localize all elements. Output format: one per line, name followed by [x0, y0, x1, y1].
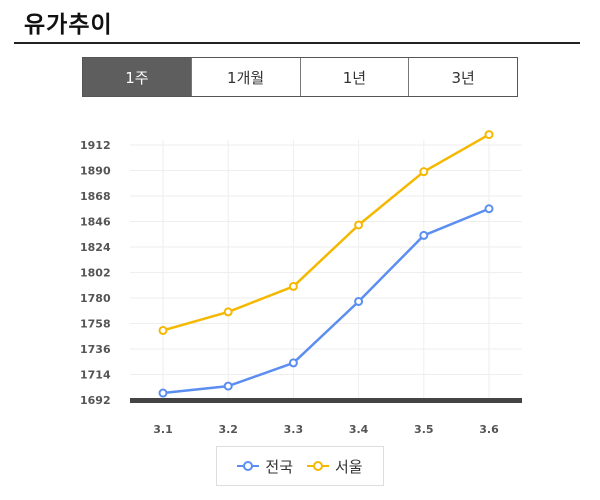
tab-1-month[interactable]: 1개월: [190, 58, 300, 96]
data-point-seoul: [419, 167, 429, 177]
price-trend-chart: 1912 1890 1868 1846 1824 1802 1780 1758 1736 1714…: [80, 130, 522, 436]
y-tick-label: 1802: [80, 267, 111, 280]
legend-item-national[interactable]: 전국: [237, 456, 293, 477]
x-tick-label: 3.6: [479, 423, 499, 436]
period-tab-bar: 1주 1개월 1년 3년: [82, 57, 518, 97]
tab-3-years[interactable]: 3년: [408, 58, 517, 96]
legend-label-national: 전국: [265, 457, 293, 476]
data-point-national: [223, 381, 233, 391]
page-title: 유가추이: [24, 12, 113, 38]
x-tick-label: 3.2: [218, 423, 238, 436]
y-tick-label: 1890: [80, 165, 111, 178]
data-point-national: [288, 358, 298, 368]
x-axis-baseline: [130, 398, 522, 403]
data-point-seoul: [223, 307, 233, 317]
data-point-national: [484, 204, 494, 214]
y-tick-label: 1912: [80, 139, 111, 152]
data-point-national: [158, 388, 168, 398]
y-tick-label: 1824: [80, 241, 111, 254]
data-point-national: [354, 296, 364, 306]
y-tick-label: 1868: [80, 190, 111, 203]
series-line-national: [162, 207, 490, 395]
y-tick-label: 1758: [80, 318, 111, 331]
x-tick-label: 3.3: [284, 423, 304, 436]
y-tick-label: 1714: [80, 369, 111, 382]
data-point-seoul: [354, 220, 364, 230]
x-tick-label: 3.1: [153, 423, 173, 436]
legend-label-seoul: 서울: [335, 457, 363, 476]
data-point-seoul: [158, 325, 168, 335]
tab-1-week[interactable]: 1주: [83, 58, 191, 96]
x-tick-label: 3.4: [349, 423, 369, 436]
y-tick-label: 1736: [80, 343, 111, 356]
line-marker-icon: [307, 460, 329, 472]
y-tick-label: 1846: [80, 216, 111, 229]
x-tick-label: 3.5: [414, 423, 434, 436]
title-divider: [14, 42, 580, 44]
data-point-national: [419, 230, 429, 240]
data-point-seoul: [288, 281, 298, 291]
y-tick-label: 1692: [80, 394, 111, 407]
tab-1-year[interactable]: 1년: [299, 58, 409, 96]
series-line-seoul: [162, 133, 490, 332]
legend-item-seoul[interactable]: 서울: [307, 456, 363, 477]
line-marker-icon: [237, 460, 260, 472]
chart-legend: 전국 서울: [216, 446, 384, 486]
data-point-seoul: [484, 130, 494, 140]
y-tick-label: 1780: [80, 292, 111, 305]
